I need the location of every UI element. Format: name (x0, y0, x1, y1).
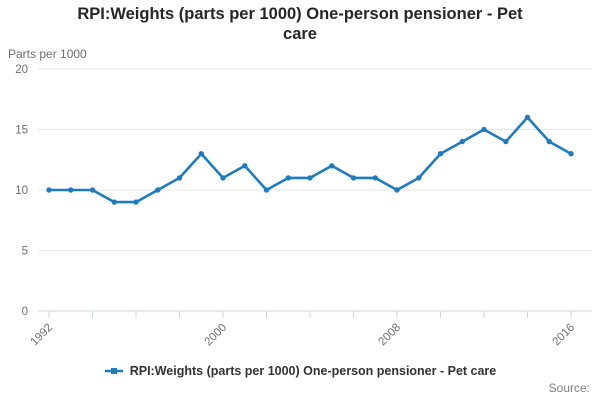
y-axis-tick-label: 0 (22, 306, 28, 318)
data-point-marker[interactable] (220, 175, 226, 181)
data-point-marker[interactable] (68, 187, 74, 193)
data-point-marker[interactable] (546, 138, 552, 145)
data-point-marker[interactable] (372, 175, 378, 181)
chart-title-line1: RPI:Weights (parts per 1000) One-person … (77, 5, 523, 23)
data-point-marker[interactable] (111, 199, 118, 205)
legend-item[interactable]: RPI:Weights (parts per 1000) One-person … (0, 362, 600, 380)
chart-title: RPI:Weights (parts per 1000) One-person … (20, 4, 580, 44)
y-axis-tick-label: 15 (15, 125, 28, 137)
data-point-marker[interactable] (568, 151, 574, 157)
data-point-marker[interactable] (437, 151, 444, 157)
data-point-marker[interactable] (394, 187, 400, 193)
y-axis-tick-label: 20 (15, 64, 28, 76)
gridlines (38, 68, 592, 251)
data-point-marker[interactable] (350, 175, 357, 181)
data-point-marker[interactable] (307, 175, 313, 181)
series-markers (46, 114, 574, 205)
data-point-marker[interactable] (155, 187, 161, 193)
data-point-marker[interactable] (133, 199, 139, 205)
legend-label: RPI:Weights (parts per 1000) One-person … (129, 364, 497, 378)
data-point-marker[interactable] (242, 163, 248, 169)
x-axis-tick-label: 1992 (29, 322, 56, 349)
series-line (47, 116, 573, 204)
x-axis-tick-label: 2000 (203, 322, 230, 349)
data-point-marker[interactable] (524, 114, 531, 121)
data-point-marker[interactable] (503, 138, 509, 145)
data-point-marker[interactable] (263, 187, 270, 193)
source-label: Source: (548, 381, 590, 395)
data-point-marker[interactable] (89, 187, 96, 193)
x-axis-tick-label: 2008 (377, 322, 404, 349)
y-axis-unit-label: Parts per 1000 (8, 47, 87, 61)
series-legend-marker-icon (104, 368, 123, 374)
chart-title-line2: care (283, 25, 317, 43)
data-point-marker[interactable] (481, 126, 487, 133)
y-axis-labels: 0 5 10 15 20 (15, 64, 28, 318)
data-point-marker[interactable] (329, 163, 335, 169)
x-axis-tick-label: 2016 (551, 322, 578, 349)
x-axis (38, 310, 592, 318)
data-point-marker[interactable] (459, 138, 465, 145)
data-point-marker[interactable] (198, 151, 204, 157)
data-point-marker[interactable] (46, 187, 52, 193)
y-axis-tick-label: 5 (22, 246, 28, 258)
y-axis-tick-label: 10 (15, 185, 28, 197)
x-axis-labels: 1992 2000 2008 2016 (29, 322, 578, 349)
data-point-marker[interactable] (285, 175, 291, 181)
data-point-marker[interactable] (416, 175, 422, 181)
data-point-marker[interactable] (176, 175, 183, 181)
